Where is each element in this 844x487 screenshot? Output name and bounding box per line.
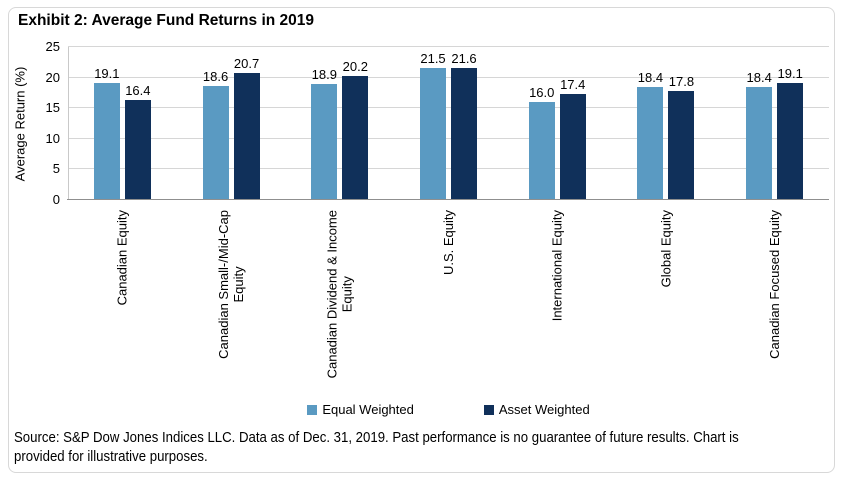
bar-value-label: 20.2 xyxy=(342,59,368,75)
legend-marker xyxy=(483,404,494,415)
gridline xyxy=(68,107,829,109)
x-category-cell: Global Equity xyxy=(612,202,721,400)
bar-group: 18.4 19.1 xyxy=(720,47,829,200)
x-category-label: U.S. Equity xyxy=(441,210,457,276)
bar-value-label: 18.4 xyxy=(746,70,772,86)
bar-equal-weighted: 18.4 xyxy=(637,71,664,200)
bar-value-label: 20.7 xyxy=(233,56,260,72)
x-category-cell: Canadian Dividend & Income Equity xyxy=(285,202,394,400)
bar-equal-weighted: 21.5 xyxy=(420,52,447,200)
x-category-cell: International Equity xyxy=(503,202,612,400)
plot-area: 19.1 16.4 18.6 20.7 18.9 20.2 21.5 21.6 16.0 17.4… xyxy=(67,46,829,200)
bar-equal-weighted: 18.9 xyxy=(311,68,338,200)
source-note: Source: S&P Dow Jones Indices LLC. Data … xyxy=(14,429,739,465)
bar-equal-weighted: 18.6 xyxy=(202,70,229,200)
bar-asset-weighted: 20.2 xyxy=(342,60,369,200)
bar-group: 19.1 16.4 xyxy=(68,47,177,200)
bar-equal-weighted: 16.0 xyxy=(528,86,555,200)
bar-asset-weighted: 17.4 xyxy=(559,77,586,200)
bar-asset-weighted: 17.8 xyxy=(668,75,695,200)
x-category-label: Canadian Focused Equity xyxy=(767,210,783,359)
y-tick-label: 15 xyxy=(45,100,60,116)
bar-equal-weighted: 18.4 xyxy=(746,71,773,200)
legend-marker xyxy=(307,404,318,415)
legend-item-asset-weighted: Asset Weighted xyxy=(483,402,590,417)
bar-groups: 19.1 16.4 18.6 20.7 18.9 20.2 21.5 21.6 16.0 17.4… xyxy=(68,47,829,200)
y-tick-label: 20 xyxy=(45,69,60,85)
bar-value-label: 18.9 xyxy=(311,67,337,83)
bar-asset-weighted: 19.1 xyxy=(777,67,804,200)
bar-group: 18.9 20.2 xyxy=(285,47,394,200)
bar-equal-weighted: 19.1 xyxy=(93,67,120,200)
x-category-label: International Equity xyxy=(549,210,565,322)
gridline xyxy=(68,137,829,139)
x-category-label: Canadian Dividend & Income Equity xyxy=(324,210,355,379)
x-category-cell: Canadian Small-/Mid-Cap Equity xyxy=(177,202,286,400)
bar-asset-weighted: 21.6 xyxy=(451,51,478,200)
x-category-label: Canadian Small-/Mid-Cap Equity xyxy=(216,210,247,359)
exhibit-card: Exhibit 2: Average Fund Returns in 2019 … xyxy=(8,7,835,473)
x-axis-category-labels: Canadian Equity Canadian Small-/Mid-Cap E… xyxy=(68,202,829,400)
y-tick-label: 0 xyxy=(52,192,60,207)
x-category-cell: U.S. Equity xyxy=(394,202,503,400)
bar-value-label: 18.4 xyxy=(637,70,664,86)
bar-group: 21.5 21.6 xyxy=(394,47,503,200)
bar-value-label: 21.6 xyxy=(451,50,477,66)
x-category-cell: Canadian Equity xyxy=(68,202,177,400)
bar-group: 18.6 20.7 xyxy=(177,47,286,200)
bar-value-label: 19.1 xyxy=(94,66,120,82)
bar-value-label: 16.0 xyxy=(529,85,555,101)
gridline xyxy=(68,46,829,47)
legend-label: Equal Weighted xyxy=(322,402,414,417)
legend-item-equal-weighted: Equal Weighted xyxy=(307,402,414,417)
y-tick-label: 25 xyxy=(45,39,60,54)
bar-group: 16.0 17.4 xyxy=(503,47,612,200)
bar-value-label: 17.4 xyxy=(560,76,586,92)
bar-asset-weighted: 20.7 xyxy=(233,57,260,200)
bar-value-label: 19.1 xyxy=(777,66,803,82)
bar-group: 18.4 17.8 xyxy=(612,47,721,200)
chart-title: Exhibit 2: Average Fund Returns in 2019 xyxy=(18,12,315,29)
x-category-cell: Canadian Focused Equity xyxy=(720,202,829,400)
x-axis-line xyxy=(67,199,829,200)
legend: Equal Weighted Asset Weighted xyxy=(68,402,829,417)
x-category-label: Global Equity xyxy=(658,210,674,288)
bar-asset-weighted: 16.4 xyxy=(124,83,151,200)
bar-value-label: 21.5 xyxy=(420,51,446,67)
legend-label: Asset Weighted xyxy=(498,402,590,417)
bar-value-label: 17.8 xyxy=(668,74,695,90)
source-note-box: Source: S&P Dow Jones Indices LLC. Data … xyxy=(14,428,829,466)
x-category-label: Canadian Equity xyxy=(114,210,130,306)
y-tick-label: 10 xyxy=(45,130,60,146)
y-tick-label: 5 xyxy=(52,161,60,177)
bar-value-label: 18.6 xyxy=(202,69,229,85)
bar-value-label: 16.4 xyxy=(125,82,151,98)
y-axis-line xyxy=(68,47,69,200)
gridline xyxy=(68,168,829,170)
gridline xyxy=(68,76,829,78)
